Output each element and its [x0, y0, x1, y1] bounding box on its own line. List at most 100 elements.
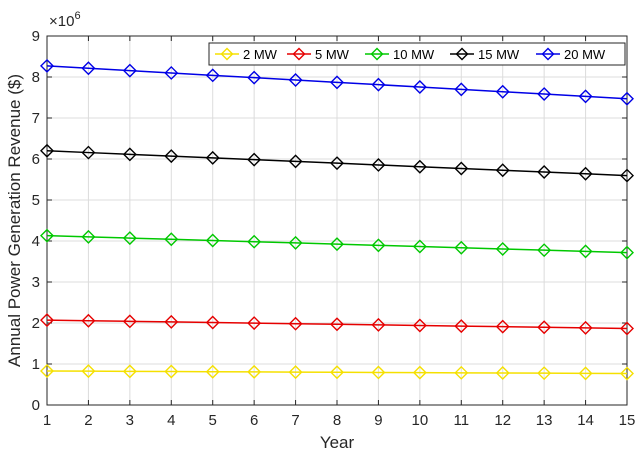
y-exponent-base: ×10	[49, 13, 74, 30]
data-point	[40, 58, 54, 73]
data-point	[578, 244, 593, 259]
data-point	[371, 77, 386, 92]
data-point	[81, 313, 96, 328]
series-line	[46, 370, 628, 375]
data-point	[495, 365, 510, 380]
x-tick-label: 1	[43, 412, 51, 429]
x-tick-label: 11	[453, 412, 469, 429]
data-point	[247, 364, 262, 379]
y-tick-label: 8	[32, 69, 40, 86]
data-point	[247, 70, 262, 85]
data-point	[288, 235, 303, 250]
data-point	[537, 165, 552, 180]
y-tick-label: 9	[32, 28, 40, 45]
data-point	[454, 161, 469, 176]
y-tick-label: 5	[32, 192, 40, 209]
y-tick-label: 0	[32, 397, 40, 414]
data-point	[454, 365, 469, 380]
x-tick-label: 12	[494, 412, 511, 429]
data-point	[620, 168, 634, 183]
y-tick-label: 2	[32, 315, 40, 332]
data-point	[330, 156, 344, 171]
data-point	[288, 316, 303, 331]
data-point	[537, 366, 552, 381]
data-point	[40, 313, 54, 328]
y-tick-label: 4	[32, 233, 40, 250]
y-tick-label: 3	[32, 274, 40, 291]
data-point	[495, 241, 510, 256]
legend-box	[208, 42, 626, 66]
data-point	[371, 317, 386, 332]
data-point	[371, 365, 386, 380]
legend-marker	[292, 47, 306, 61]
x-tick-label: 8	[333, 412, 341, 429]
series-line	[46, 319, 628, 330]
x-tick-label: 13	[536, 412, 553, 429]
data-point	[412, 159, 427, 174]
data-point	[81, 229, 96, 244]
data-point	[454, 240, 469, 255]
data-point	[164, 232, 179, 247]
x-tick-label: 10	[412, 412, 429, 429]
data-point	[412, 318, 427, 333]
x-tick-label: 5	[209, 412, 217, 429]
data-point	[122, 63, 137, 78]
x-tick-label: 3	[126, 412, 134, 429]
x-tick-label: 14	[577, 412, 594, 429]
data-point	[247, 234, 262, 249]
data-point	[288, 73, 303, 87]
data-point	[40, 228, 54, 243]
data-point	[40, 143, 54, 158]
data-point	[578, 166, 593, 181]
x-tick-label: 4	[167, 412, 175, 429]
data-point	[537, 87, 552, 102]
legend: 2 MW 5 MW 10 MW 15 MW 20 MW	[208, 42, 626, 66]
data-point	[330, 237, 344, 252]
x-tick-label: 6	[250, 412, 258, 429]
data-point	[578, 320, 593, 335]
data-point	[495, 163, 510, 178]
legend-label: 10 MW	[393, 47, 435, 62]
legend-item: 5 MW	[287, 47, 350, 62]
data-point	[288, 365, 303, 380]
data-point	[81, 61, 96, 76]
data-point	[371, 157, 386, 172]
y-axis-label: Annual Power Generation Revenue ($)	[5, 74, 24, 367]
series-2-mw	[40, 363, 634, 381]
data-point	[371, 238, 386, 253]
data-point	[578, 89, 593, 104]
data-point	[412, 239, 427, 254]
x-tick-label: 15	[619, 412, 636, 429]
series-line	[46, 65, 628, 100]
legend-label: 20 MW	[564, 47, 606, 62]
data-point	[164, 65, 179, 80]
data-point	[454, 319, 469, 334]
data-point	[164, 314, 179, 329]
y-tick-label: 6	[32, 151, 40, 168]
data-point	[122, 231, 137, 246]
data-point	[205, 364, 220, 379]
data-point	[81, 145, 96, 160]
data-point	[620, 321, 634, 336]
data-point	[620, 91, 634, 106]
legend-item: 10 MW	[365, 47, 435, 62]
series-15-mw	[40, 143, 634, 183]
data-point	[205, 150, 220, 165]
data-point	[454, 82, 469, 97]
legend-marker	[455, 47, 469, 61]
series-10-mw	[40, 228, 634, 260]
data-point	[495, 319, 510, 334]
data-point	[122, 364, 137, 379]
data-point	[122, 147, 137, 162]
data-point	[412, 80, 427, 94]
legend-label: 2 MW	[243, 47, 278, 62]
data-point	[288, 154, 303, 169]
series-line	[46, 234, 628, 254]
y-tick-label: 1	[32, 356, 40, 373]
series-layer	[40, 58, 634, 381]
legend-item: 2 MW	[215, 47, 278, 62]
y-exponent-label: ×106	[49, 10, 81, 30]
